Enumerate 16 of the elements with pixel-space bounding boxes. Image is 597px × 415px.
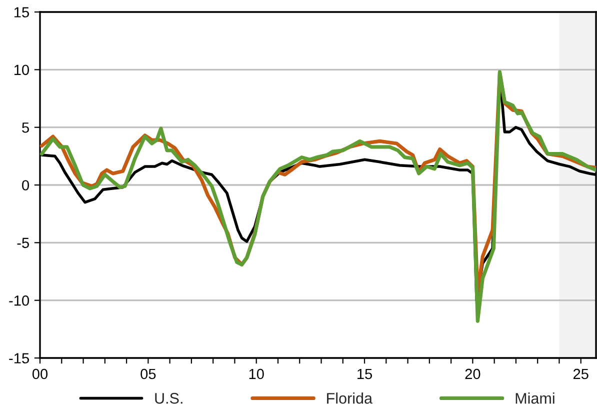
x-tick-label: 00 (32, 368, 48, 380)
legend-label: Miami (516, 392, 554, 404)
y-tick-label: -10 (9, 295, 30, 306)
y-tick-label: 10 (14, 64, 30, 76)
y-tick-label: -15 (9, 353, 29, 364)
x-tick-label: 20 (465, 368, 480, 380)
y-tick-label: 15 (14, 7, 29, 18)
x-tick-label: 15 (358, 368, 372, 380)
y-tick-label: -5 (17, 238, 29, 248)
x-tick-label: 10 (249, 368, 264, 380)
legend-label: Florida (327, 392, 373, 404)
y-tick-label: 0 (22, 180, 30, 190)
x-tick-label: 05 (140, 368, 156, 380)
x-tick-label: 25 (573, 368, 588, 380)
legend-label: U.S. (155, 392, 182, 404)
y-tick-label: 5 (22, 122, 29, 133)
